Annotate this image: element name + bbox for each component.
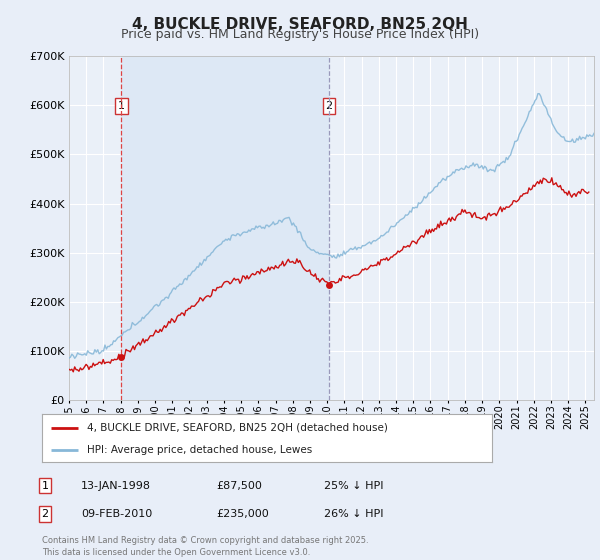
- Text: 1: 1: [41, 480, 49, 491]
- Text: £87,500: £87,500: [216, 480, 262, 491]
- Text: HPI: Average price, detached house, Lewes: HPI: Average price, detached house, Lewe…: [87, 445, 312, 455]
- Text: 13-JAN-1998: 13-JAN-1998: [81, 480, 151, 491]
- Text: 26% ↓ HPI: 26% ↓ HPI: [324, 509, 383, 519]
- Text: 25% ↓ HPI: 25% ↓ HPI: [324, 480, 383, 491]
- Text: Contains HM Land Registry data © Crown copyright and database right 2025.
This d: Contains HM Land Registry data © Crown c…: [42, 536, 368, 557]
- Text: 2: 2: [41, 509, 49, 519]
- Bar: [121, 56, 329, 400]
- Text: 2: 2: [326, 101, 332, 111]
- Text: £235,000: £235,000: [216, 509, 269, 519]
- Text: 1: 1: [118, 101, 125, 111]
- Text: 4, BUCKLE DRIVE, SEAFORD, BN25 2QH (detached house): 4, BUCKLE DRIVE, SEAFORD, BN25 2QH (deta…: [87, 423, 388, 433]
- Text: Price paid vs. HM Land Registry's House Price Index (HPI): Price paid vs. HM Land Registry's House …: [121, 28, 479, 41]
- Text: 4, BUCKLE DRIVE, SEAFORD, BN25 2QH: 4, BUCKLE DRIVE, SEAFORD, BN25 2QH: [132, 17, 468, 31]
- Text: 09-FEB-2010: 09-FEB-2010: [81, 509, 152, 519]
